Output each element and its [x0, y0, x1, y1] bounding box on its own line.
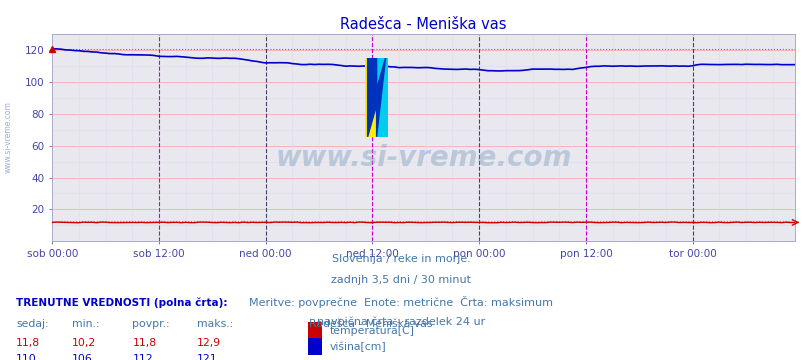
- Text: 110: 110: [16, 354, 37, 360]
- Text: 10,2: 10,2: [72, 338, 96, 348]
- Text: povpr.:: povpr.:: [132, 319, 170, 329]
- Title: Radešca - Meniška vas: Radešca - Meniška vas: [340, 17, 506, 32]
- Bar: [365, 58, 376, 137]
- Text: zadnjh 3,5 dni / 30 minut: zadnjh 3,5 dni / 30 minut: [331, 275, 471, 285]
- Text: temperatura[C]: temperatura[C]: [329, 326, 414, 336]
- Text: 106: 106: [72, 354, 93, 360]
- Text: 12,9: 12,9: [196, 338, 221, 348]
- Text: navpična črta - razdelek 24 ur: navpična črta - razdelek 24 ur: [317, 316, 485, 327]
- Text: 112: 112: [132, 354, 153, 360]
- Text: 11,8: 11,8: [132, 338, 156, 348]
- Text: 11,8: 11,8: [16, 338, 40, 348]
- Bar: [376, 58, 387, 137]
- Text: Radešca - Meniška vas: Radešca - Meniška vas: [309, 319, 432, 329]
- Text: min.:: min.:: [72, 319, 99, 329]
- Polygon shape: [367, 58, 385, 137]
- Text: višina[cm]: višina[cm]: [329, 342, 386, 352]
- Text: TRENUTNE VREDNOSTI (polna črta):: TRENUTNE VREDNOSTI (polna črta):: [16, 297, 227, 307]
- Text: maks.:: maks.:: [196, 319, 233, 329]
- Text: www.si-vreme.com: www.si-vreme.com: [275, 144, 571, 172]
- Text: 121: 121: [196, 354, 217, 360]
- Text: Meritve: povprečne  Enote: metrične  Črta: maksimum: Meritve: povprečne Enote: metrične Črta:…: [249, 296, 553, 307]
- Text: sedaj:: sedaj:: [16, 319, 49, 329]
- Text: www.si-vreme.com: www.si-vreme.com: [3, 101, 13, 173]
- Text: Slovenija / reke in morje.: Slovenija / reke in morje.: [332, 254, 470, 264]
